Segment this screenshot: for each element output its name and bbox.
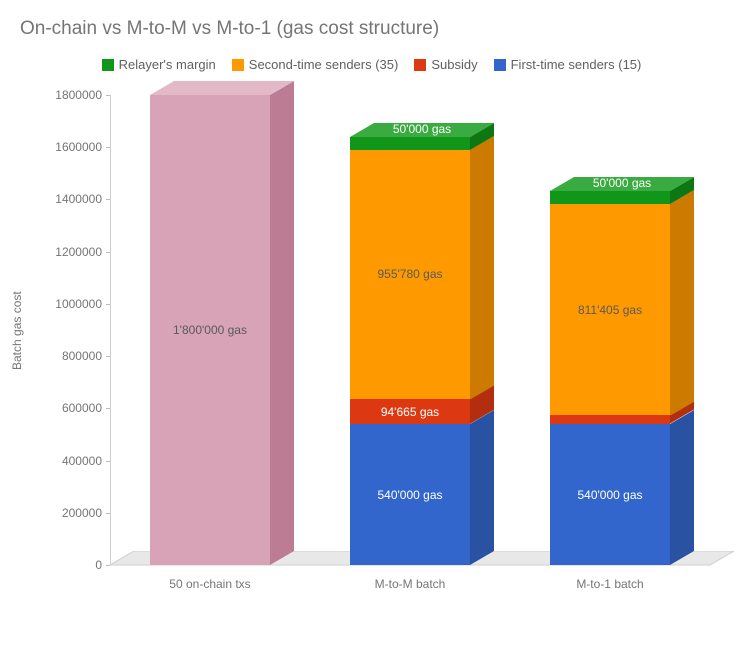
bar-segment (350, 424, 470, 565)
y-axis-line (110, 95, 111, 565)
legend-swatch (102, 59, 114, 71)
legend-swatch (232, 59, 244, 71)
legend-label: Second-time senders (35) (249, 57, 399, 72)
y-tick: 800000 (42, 349, 102, 363)
y-tick-mark (106, 565, 110, 566)
chart-title: On-chain vs M-to-M vs M-to-1 (gas cost s… (20, 18, 439, 40)
bar-top (350, 123, 494, 137)
legend-item: First-time senders (15) (494, 56, 642, 71)
bar-segment-side (470, 410, 494, 565)
legend-label: Relayer's margin (119, 57, 216, 72)
legend-swatch (494, 59, 506, 71)
x-tick: M-to-M batch (330, 577, 490, 591)
y-tick: 400000 (42, 454, 102, 468)
y-tick: 1200000 (42, 245, 102, 259)
legend-item: Subsidy (414, 56, 477, 71)
y-tick: 0 (42, 558, 102, 572)
y-tick: 600000 (42, 401, 102, 415)
bar-segment-side (670, 190, 694, 416)
legend-label: First-time senders (15) (511, 57, 642, 72)
bar-segment-side (470, 136, 494, 400)
bar-segment (350, 399, 470, 424)
y-axis-label: Batch gas cost (10, 291, 24, 370)
bar-segment (550, 415, 670, 424)
legend-item: Relayer's margin (102, 56, 216, 71)
bar-top (150, 81, 294, 95)
bar-top (550, 177, 694, 191)
y-tick: 1000000 (42, 297, 102, 311)
legend-item: Second-time senders (35) (232, 56, 399, 71)
bar-segment-side (670, 410, 694, 565)
bar-segment (150, 95, 270, 565)
legend-label: Subsidy (431, 57, 477, 72)
x-tick: M-to-1 batch (530, 577, 690, 591)
x-tick: 50 on-chain txs (130, 577, 290, 591)
bar-segment (550, 191, 670, 204)
bar-segment (350, 137, 470, 150)
legend: Relayer's margin Second-time senders (35)… (0, 56, 743, 72)
y-tick: 1400000 (42, 192, 102, 206)
y-tick: 1600000 (42, 140, 102, 154)
bar-segment (350, 150, 470, 400)
bar-segment-side (270, 81, 294, 565)
bar-segment (550, 204, 670, 416)
y-tick: 1800000 (42, 88, 102, 102)
legend-swatch (414, 59, 426, 71)
bar-segment (550, 424, 670, 565)
y-tick: 200000 (42, 506, 102, 520)
